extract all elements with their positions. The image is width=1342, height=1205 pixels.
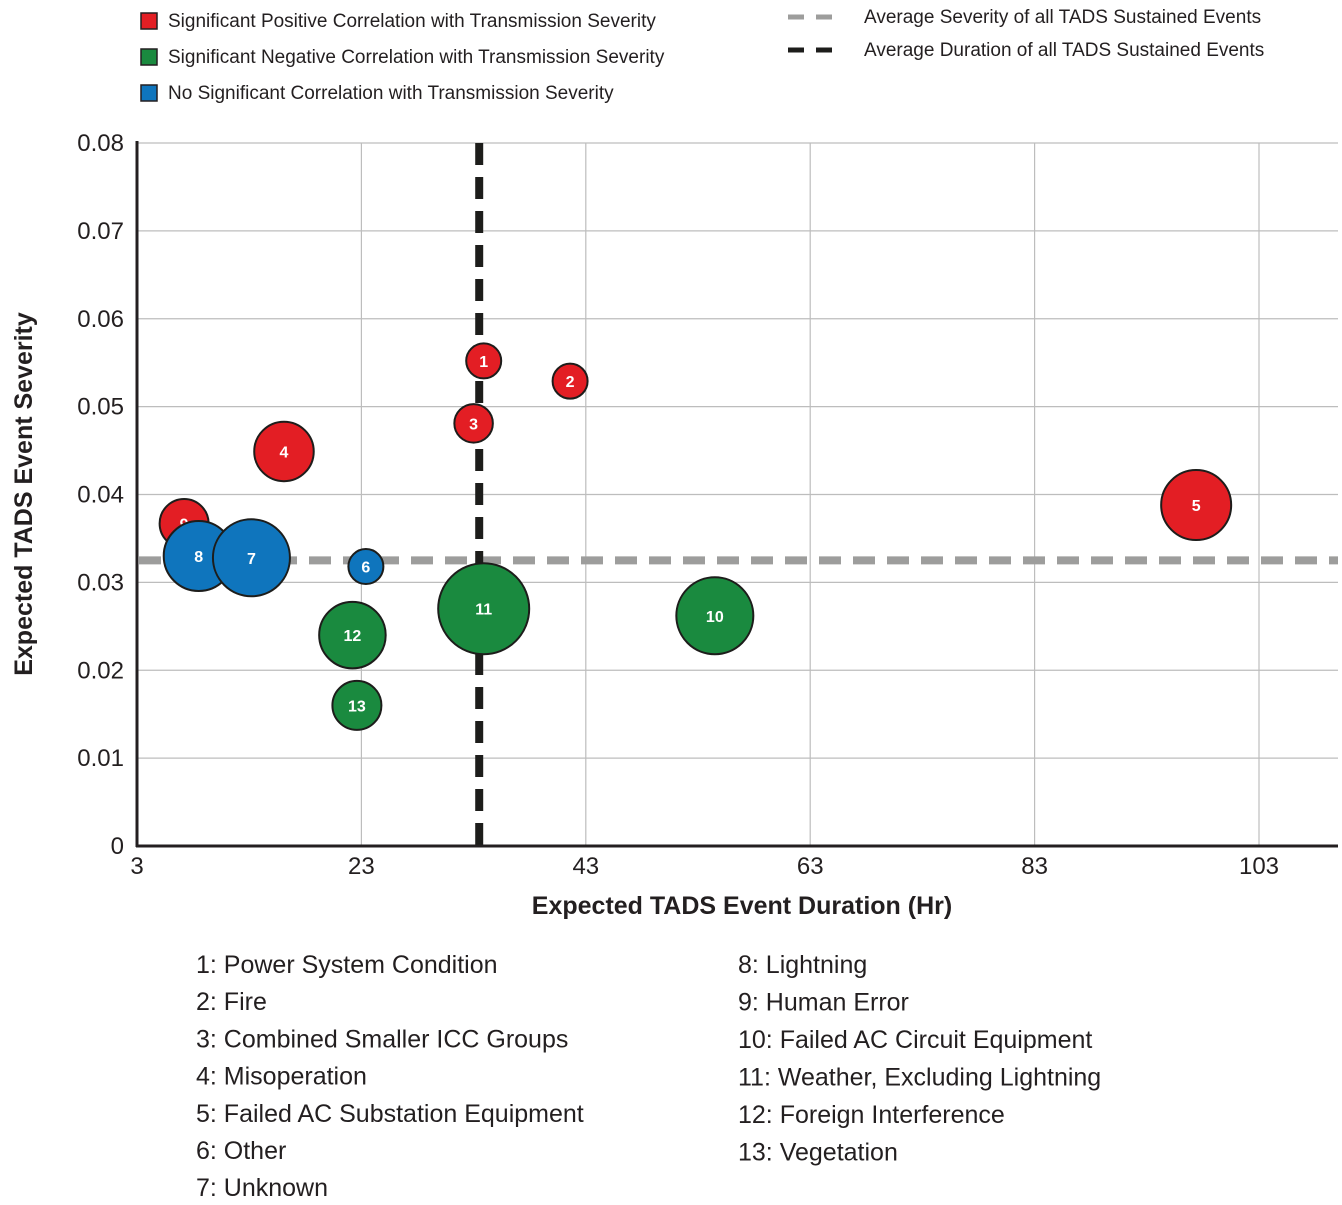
key-item: 1: Power System Condition xyxy=(196,951,498,979)
key-item: 13: Vegetation xyxy=(738,1139,898,1167)
x-tick-label: 63 xyxy=(797,853,824,880)
key-item: 4: Misoperation xyxy=(196,1063,367,1091)
key-item: 3: Combined Smaller ICC Groups xyxy=(196,1025,568,1053)
bubble-marker xyxy=(1160,469,1233,542)
category-key: 1: Power System Condition 2: Fire 3: Combi… xyxy=(196,951,1101,1202)
y-tick-label: 0.03 xyxy=(77,569,124,596)
key-item: 9: Human Error xyxy=(738,989,909,1017)
key-item: 8: Lightning xyxy=(738,951,867,979)
bubble-3: 3 xyxy=(453,403,494,444)
bubble-marker xyxy=(551,362,589,400)
bubble-label: 10 xyxy=(706,609,724,626)
bubble-label: 5 xyxy=(1192,498,1201,515)
legend-item-negative: Significant Negative Correlation with Tr… xyxy=(140,47,665,68)
bubble-marker xyxy=(437,562,531,656)
legend-swatch-positive xyxy=(140,12,158,30)
bubble-5: 5 xyxy=(1160,469,1233,542)
reference-lines xyxy=(139,143,1338,846)
bubble-label: 1 xyxy=(479,354,488,371)
bubble-marker xyxy=(253,420,315,483)
x-tick-label: 83 xyxy=(1021,853,1048,880)
bubble-marker xyxy=(347,548,385,586)
bubbles: 12345987611101213 xyxy=(158,342,1233,731)
bubble-marker xyxy=(453,403,494,444)
legend-label-positive: Significant Positive Correlation with Tr… xyxy=(168,11,656,32)
bubble-label: 12 xyxy=(344,628,362,645)
legend-swatch-none xyxy=(140,84,158,102)
x-tick-label: 3 xyxy=(130,853,143,880)
x-tick-label: 103 xyxy=(1239,853,1279,880)
key-item: 5: Failed AC Substation Equipment xyxy=(196,1100,584,1128)
bubble-13: 13 xyxy=(331,679,383,731)
bubble-11: 11 xyxy=(437,562,531,656)
bubble-label: 13 xyxy=(348,698,366,715)
y-tick-label: 0.07 xyxy=(77,218,124,245)
bubble-marker xyxy=(331,679,383,731)
bubble-2: 2 xyxy=(551,362,589,400)
bubble-marker xyxy=(211,518,291,598)
key-item: 2: Fire xyxy=(196,988,267,1016)
y-tick-label: 0.04 xyxy=(77,482,124,509)
key-item: 7: Unknown xyxy=(196,1174,328,1202)
bubble-10: 10 xyxy=(675,576,755,656)
x-tick-label: 23 xyxy=(348,853,375,880)
gridlines xyxy=(137,142,1338,846)
bubble-1: 1 xyxy=(465,342,503,380)
tick-labels: 00.010.020.030.040.050.060.070.083 23 43 63… xyxy=(77,130,1279,880)
y-axis-title: Expected TADS Event Severity xyxy=(10,312,38,676)
x-axis-title: Expected TADS Event Duration (Hr) xyxy=(532,892,952,920)
y-tick-label: 0.06 xyxy=(77,306,124,333)
y-tick-label: 0.01 xyxy=(77,745,124,772)
legend-label-negative: Significant Negative Correlation with Tr… xyxy=(168,47,665,68)
legend-label-none: No Significant Correlation with Transmis… xyxy=(168,83,614,104)
legend-label-avg-severity: Average Severity of all TADS Sustained E… xyxy=(864,7,1261,28)
legend-item-avg-severity: Average Severity of all TADS Sustained E… xyxy=(788,7,1261,28)
legend-swatch-negative xyxy=(140,48,158,66)
y-tick-label: 0 xyxy=(111,833,124,860)
bubble-label: 2 xyxy=(566,374,575,391)
y-tick-label: 0.02 xyxy=(77,657,124,684)
bubble-marker xyxy=(675,576,755,656)
bubble-12: 12 xyxy=(318,600,387,670)
bubble-label: 6 xyxy=(361,560,370,577)
legend-label-avg-duration: Average Duration of all TADS Sustained E… xyxy=(864,40,1264,61)
bubble-marker xyxy=(465,342,503,380)
legend-item-positive: Significant Positive Correlation with Tr… xyxy=(140,11,656,32)
x-tick-label: 43 xyxy=(572,853,599,880)
bubble-marker xyxy=(318,600,387,670)
category-legend: Significant Positive Correlation with Tr… xyxy=(140,11,665,104)
key-item: 11: Weather, Excluding Lightning xyxy=(738,1064,1101,1092)
bubble-label: 4 xyxy=(280,444,289,461)
bubble-6: 6 xyxy=(347,548,385,586)
key-item: 6: Other xyxy=(196,1137,286,1165)
legend-item-avg-duration: Average Duration of all TADS Sustained E… xyxy=(788,40,1264,61)
y-tick-label: 0.08 xyxy=(77,130,124,157)
bubble-label: 11 xyxy=(475,602,492,619)
reference-line-legend: Average Severity of all TADS Sustained E… xyxy=(788,7,1264,61)
bubble-label: 7 xyxy=(247,551,256,568)
bubble-7: 7 xyxy=(211,518,291,598)
key-item: 10: Failed AC Circuit Equipment xyxy=(738,1026,1092,1054)
bubble-4: 4 xyxy=(253,420,315,483)
bubble-label: 8 xyxy=(194,549,203,566)
key-item: 12: Foreign Interference xyxy=(738,1101,1005,1129)
legend-item-none: No Significant Correlation with Transmis… xyxy=(140,83,614,104)
y-tick-label: 0.05 xyxy=(77,394,124,421)
bubble-label: 3 xyxy=(469,416,478,433)
